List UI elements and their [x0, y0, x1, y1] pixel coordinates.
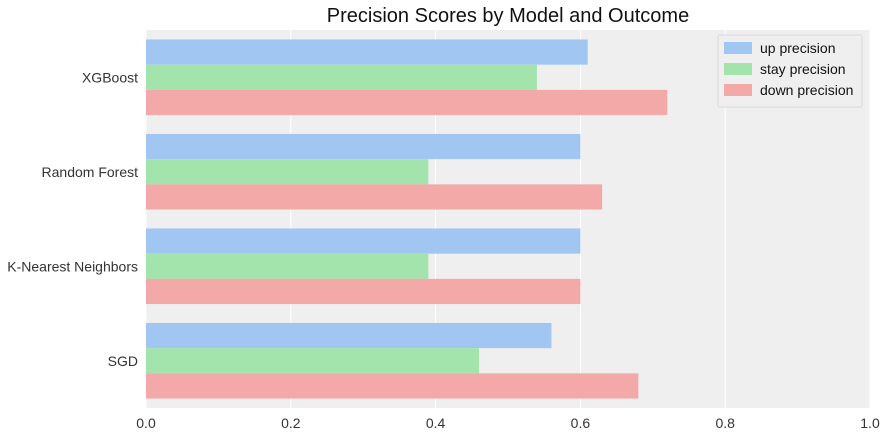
y-tick-label: SGD — [108, 353, 138, 369]
bar-stay-precision — [146, 159, 429, 185]
legend-label: stay precision — [760, 61, 846, 77]
bar-stay-precision — [146, 64, 537, 90]
legend-box — [717, 34, 863, 108]
legend-label: down precision — [760, 82, 853, 98]
bar-down-precision — [146, 278, 581, 305]
x-tick-label: 0.4 — [426, 415, 446, 431]
bar-up-precision — [146, 133, 581, 160]
bar-up-precision — [146, 39, 588, 65]
legend: up precision stay precision down precision — [717, 34, 863, 108]
bar-stay-precision — [146, 253, 429, 279]
bar-down-precision — [146, 184, 603, 210]
legend-label: up precision — [760, 40, 836, 56]
legend-swatch — [724, 63, 752, 75]
x-tick-label: 0.0 — [136, 415, 156, 431]
legend-swatch — [724, 42, 752, 54]
x-tick-label: 1.0 — [860, 415, 880, 431]
y-tick-label: Random Forest — [42, 164, 139, 180]
x-axis-ticks: 0.0 0.2 0.4 0.6 0.8 1.0 — [136, 415, 880, 431]
y-tick-label: XGBoost — [82, 69, 138, 85]
bar-up-precision — [146, 322, 552, 349]
y-tick-label: K-Nearest Neighbors — [7, 258, 138, 274]
bar-down-precision — [146, 373, 639, 399]
x-tick-label: 0.2 — [281, 415, 301, 431]
legend-swatch — [724, 84, 752, 96]
bar-down-precision — [146, 89, 668, 116]
chart-title: Precision Scores by Model and Outcome — [327, 5, 689, 27]
bar-up-precision — [146, 228, 581, 254]
y-axis-ticks: XGBoost Random Forest K-Nearest Neighbors S… — [7, 69, 138, 369]
bars — [146, 39, 668, 399]
bar-stay-precision — [146, 348, 480, 374]
x-tick-label: 0.6 — [571, 415, 591, 431]
x-tick-label: 0.8 — [715, 415, 735, 431]
